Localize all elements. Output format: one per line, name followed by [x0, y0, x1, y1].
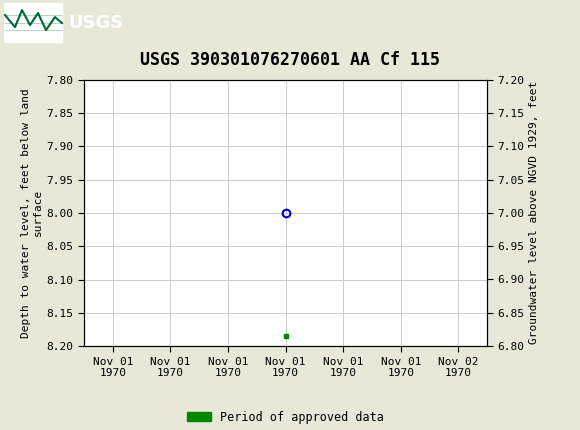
Text: USGS: USGS	[68, 14, 124, 32]
Y-axis label: Groundwater level above NGVD 1929, feet: Groundwater level above NGVD 1929, feet	[529, 81, 539, 344]
Legend: Period of approved data: Period of approved data	[183, 406, 389, 428]
Text: USGS 390301076270601 AA Cf 115: USGS 390301076270601 AA Cf 115	[140, 51, 440, 69]
Bar	[4, 3, 62, 42]
Y-axis label: Depth to water level, feet below land
surface: Depth to water level, feet below land su…	[21, 88, 42, 338]
